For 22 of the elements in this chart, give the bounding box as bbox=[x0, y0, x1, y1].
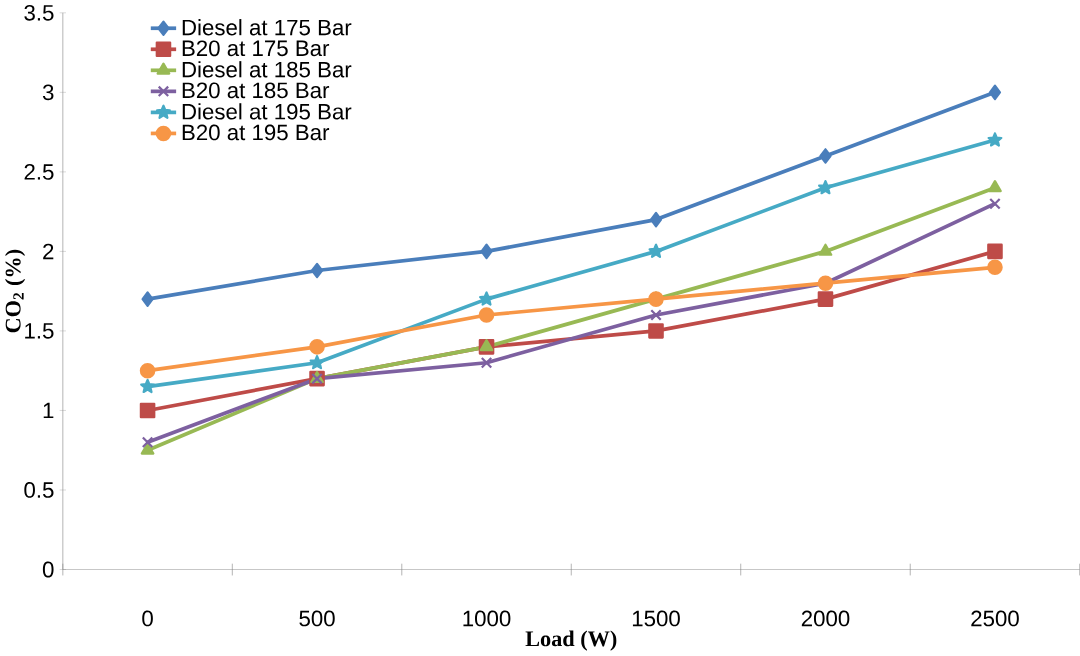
legend-label: B20 at 185 Bar bbox=[182, 82, 330, 99]
x-tick-label: 0 bbox=[142, 610, 153, 627]
x-tick-label: 1000 bbox=[463, 610, 511, 627]
y-tick-label: 1.5 bbox=[25, 323, 54, 339]
legend-label: Diesel at 185 Bar bbox=[182, 61, 352, 78]
x-tick-label: 1500 bbox=[632, 610, 680, 627]
y-tick-label: 2.5 bbox=[24, 164, 54, 180]
x-tick-label: 500 bbox=[299, 610, 335, 627]
x-tick-label: 2500 bbox=[971, 610, 1019, 627]
legend-label: Diesel at 195 Bar bbox=[182, 103, 352, 120]
legend-label: B20 at 195 Bar bbox=[182, 124, 330, 141]
y-axis-title: CO$_{2}$ (%) bbox=[4, 249, 26, 333]
y-tick-label: 1 bbox=[43, 402, 54, 419]
y-tick-label: 2 bbox=[43, 243, 54, 260]
x-axis-title: Load (W) bbox=[525, 630, 617, 651]
legend-label: Diesel at 175 Bar bbox=[182, 19, 352, 36]
x-tick-label: 2000 bbox=[801, 610, 850, 627]
y-tick-label: 3.5 bbox=[24, 5, 54, 21]
y-tick-label: 0 bbox=[42, 561, 54, 578]
y-tick-label: 0.5 bbox=[24, 482, 54, 498]
y-tick-label: 3 bbox=[42, 84, 54, 101]
legend-label: B20 at 175 Bar bbox=[182, 40, 330, 57]
